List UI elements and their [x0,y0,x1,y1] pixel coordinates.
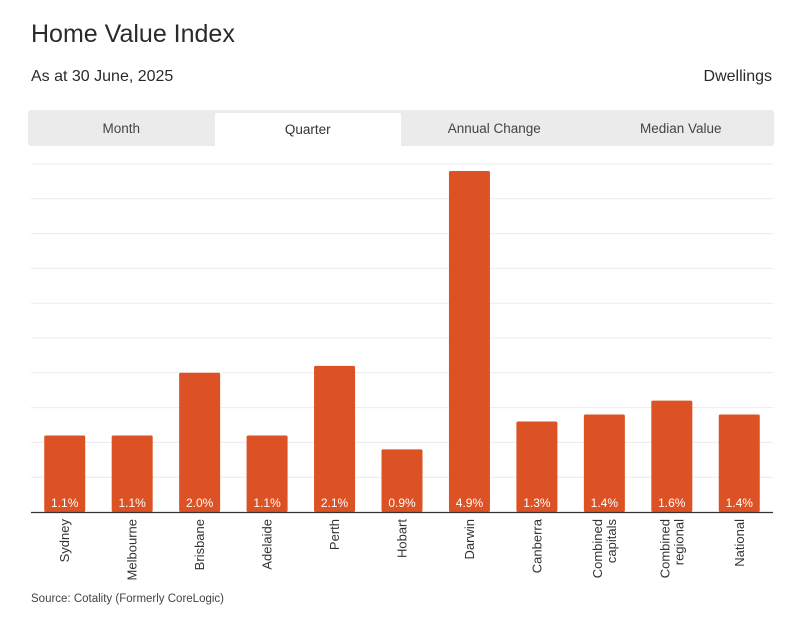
data-label: 1.1% [51,496,79,510]
date-subtitle: As at 30 June, 2025 [31,68,174,85]
data-label: 1.6% [658,496,686,510]
category-tick-label: Sydney [57,519,72,563]
tab-quarter[interactable]: Quarter [214,113,401,146]
bar[interactable] [111,435,153,512]
data-label: 0.9% [388,496,416,510]
data-label: 4.9% [456,496,484,510]
bar[interactable] [651,400,693,512]
page-title: Home Value Index [31,20,235,48]
bar[interactable] [44,435,86,512]
category-tick-label: Combinedcapitals [590,519,619,579]
category-tick-label: National [732,519,747,567]
category-tick-label: Hobart [395,519,410,558]
tab-median-value[interactable]: Median Value [639,120,722,136]
bar[interactable] [314,365,356,512]
source-note: Source: Cotality (Formerly CoreLogic) [31,593,225,605]
bar[interactable] [179,372,221,512]
data-label: 1.1% [119,496,147,510]
category-tick-label: Darwin [462,519,477,559]
data-label: 1.3% [523,496,551,510]
category-tick-label: Brisbane [192,519,207,570]
bar[interactable] [448,170,490,512]
data-label: 1.1% [253,496,281,510]
data-label: 1.4% [591,496,619,510]
bar[interactable] [381,449,423,512]
tab-bar: Month Quarter Annual Change Median Value [28,110,774,146]
bar[interactable] [718,414,760,512]
dwellings-label: Dwellings [703,68,772,85]
bar[interactable] [583,414,625,512]
category-tick-label: Canberra [529,518,544,573]
data-label: 2.0% [186,496,214,510]
tab-annual-change[interactable]: Annual Change [447,120,541,136]
data-label: 2.1% [321,496,349,510]
category-tick-label: Combinedregional [657,519,686,578]
data-label: 1.4% [726,496,754,510]
bar[interactable] [246,435,288,512]
category-tick-label: Perth [327,519,342,550]
category-tick-label: Melbourne [125,519,140,580]
category-tick-label: Adelaide [260,519,275,570]
tab-month[interactable]: Month [102,120,141,136]
bar[interactable] [516,421,558,512]
